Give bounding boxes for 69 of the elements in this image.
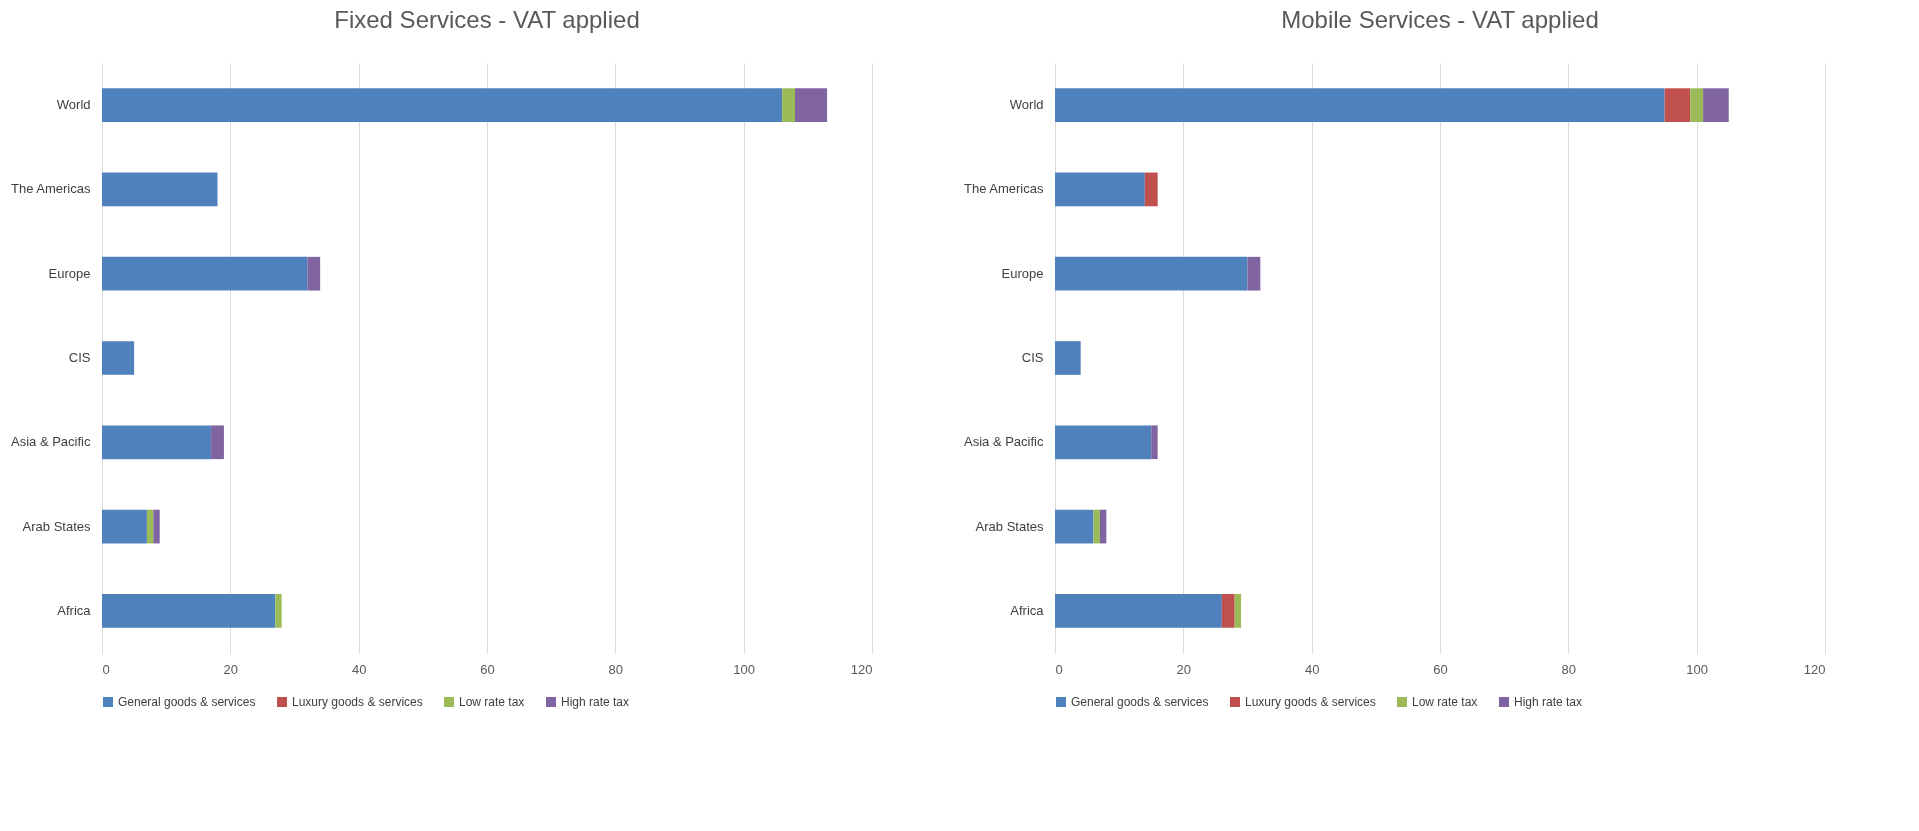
bar xyxy=(102,88,783,122)
x-tick-label: 80 xyxy=(1561,661,1577,677)
bar xyxy=(795,88,828,122)
y-tick-label: Arab States xyxy=(975,518,1044,534)
x-tick-label: 20 xyxy=(1176,661,1192,677)
bar xyxy=(1055,256,1248,291)
y-tick-label: Africa xyxy=(57,602,92,618)
bar xyxy=(1221,594,1235,628)
x-tick-label: 120 xyxy=(850,661,873,677)
y-tick-label: Arab States xyxy=(22,518,91,534)
legend-label: High rate tax xyxy=(1514,695,1583,709)
x-tick-label: 20 xyxy=(223,661,239,677)
y-tick-label: The Americas xyxy=(11,181,91,197)
bar xyxy=(1234,594,1242,628)
bar xyxy=(1099,509,1107,544)
bar xyxy=(102,256,308,291)
y-tick-label: CIS xyxy=(1021,350,1044,365)
bar xyxy=(146,509,154,544)
x-tick-label: 60 xyxy=(480,661,495,677)
chart-title: Fixed Services - VAT applied xyxy=(334,6,640,33)
bar xyxy=(1093,509,1100,544)
y-tick-label: Africa xyxy=(1010,602,1045,618)
bar xyxy=(1055,509,1094,544)
bar xyxy=(102,509,147,544)
bar xyxy=(275,594,282,628)
bar xyxy=(102,172,218,207)
legend-label: Luxury goods & services xyxy=(292,695,423,709)
legend-label: High rate tax xyxy=(561,695,630,709)
bar xyxy=(1703,88,1729,122)
x-tick-label: 0 xyxy=(1055,661,1063,677)
legend-label: General goods & services xyxy=(1071,695,1209,709)
bar xyxy=(1055,594,1222,628)
x-tick-label: 80 xyxy=(608,661,624,677)
y-tick-label: Europe xyxy=(1001,265,1044,281)
bar xyxy=(1690,88,1704,122)
legend-label: Luxury goods & services xyxy=(1245,695,1376,709)
bar xyxy=(1055,88,1665,122)
bar xyxy=(102,341,135,375)
legend-label: General goods & services xyxy=(118,695,256,709)
bar xyxy=(1055,341,1081,375)
legend-label: Low rate tax xyxy=(459,695,525,709)
legend-label: Low rate tax xyxy=(1412,695,1478,709)
x-tick-label: 40 xyxy=(351,661,367,677)
bar xyxy=(307,256,321,291)
y-tick-label: The Americas xyxy=(964,181,1044,197)
bar xyxy=(1247,256,1261,291)
y-tick-label: Asia & Pacific xyxy=(11,434,91,450)
chart-title: Mobile Services - VAT applied xyxy=(1281,6,1599,33)
y-tick-label: Asia & Pacific xyxy=(964,434,1044,450)
bar xyxy=(1151,425,1158,460)
y-tick-label: Europe xyxy=(48,265,91,281)
bar xyxy=(153,509,160,544)
x-tick-label: 60 xyxy=(1433,661,1448,677)
y-tick-label: World xyxy=(56,97,91,113)
bar xyxy=(1144,172,1158,207)
x-tick-label: 120 xyxy=(1803,661,1826,677)
bar xyxy=(102,594,276,628)
x-tick-label: 40 xyxy=(1304,661,1320,677)
x-tick-label: 100 xyxy=(1686,661,1709,677)
x-tick-label: 0 xyxy=(102,661,110,677)
bar xyxy=(1055,172,1145,207)
bar xyxy=(1664,88,1691,122)
x-tick-label: 100 xyxy=(733,661,756,677)
bar xyxy=(782,88,795,122)
bar xyxy=(102,425,212,460)
bar xyxy=(211,425,224,460)
y-tick-label: World xyxy=(1009,97,1044,113)
bar xyxy=(1055,425,1152,460)
y-tick-label: CIS xyxy=(68,350,91,365)
